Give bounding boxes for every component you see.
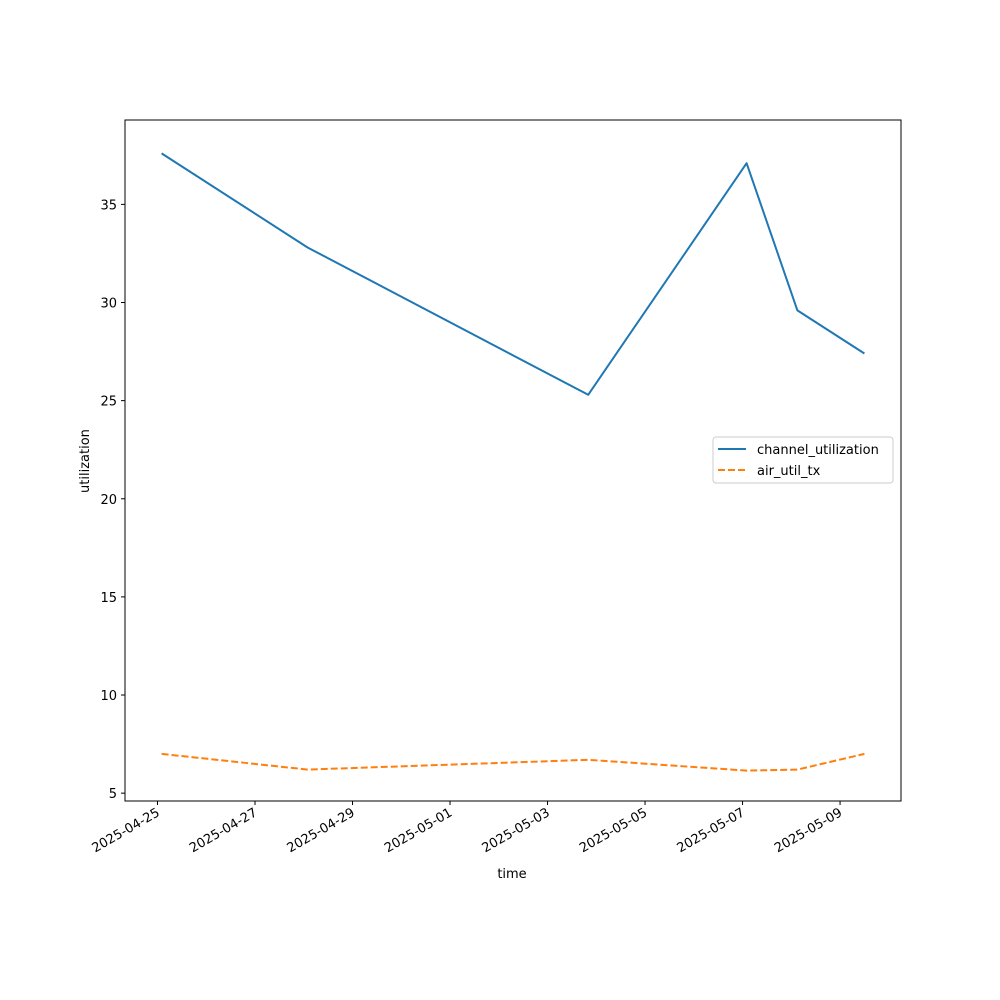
- legend-label-channel-utilization: channel_utilization: [757, 443, 879, 458]
- legend-frame: [712, 436, 894, 484]
- y-tick-label: 15: [100, 591, 117, 606]
- series-layer: [161, 152, 865, 772]
- plot-area-frame: [124, 119, 902, 802]
- x-tick-label: 2025-04-27: [187, 805, 260, 856]
- x-tick-label: 2025-05-07: [675, 805, 748, 856]
- y-tick-label: 10: [100, 689, 117, 704]
- x-tick-label: 2025-05-09: [772, 805, 845, 856]
- y-tick-label: 25: [100, 395, 117, 410]
- y-axis-ticks: 5 10 15 20 25 30 35: [100, 198, 125, 802]
- y-tick-label: 30: [100, 297, 117, 312]
- y-tick-label: 35: [100, 198, 117, 213]
- x-axis-ticks: 2025-04-25 2025-04-27 2025-04-29 2025-05-01…: [90, 801, 845, 856]
- x-tick-label: 2025-05-03: [480, 805, 553, 856]
- x-tick-label: 2025-04-29: [285, 805, 358, 856]
- legend-label-air-util-tx: air_util_tx: [757, 464, 821, 479]
- y-tick-label: 20: [100, 493, 117, 508]
- x-tick-label: 2025-05-01: [382, 805, 455, 856]
- y-tick-label: 5: [109, 787, 117, 802]
- legend: channel_utilization air_util_tx: [712, 436, 894, 484]
- y-axis-label: utilization: [78, 429, 93, 493]
- x-tick-label: 2025-04-25: [90, 805, 163, 856]
- series-line-air-util-tx: [161, 752, 865, 772]
- x-axis-label: time: [497, 867, 526, 882]
- series-line-channel-utilization: [161, 152, 865, 396]
- x-tick-label: 2025-05-05: [577, 805, 650, 856]
